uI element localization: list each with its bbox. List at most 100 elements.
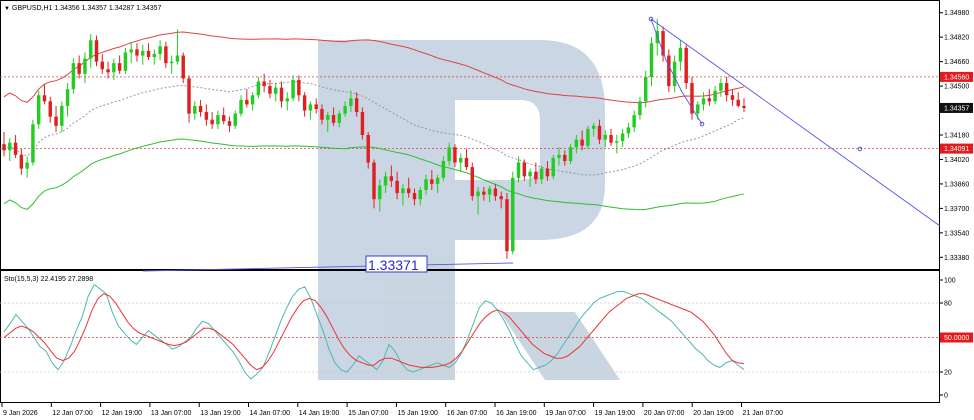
candle-body [256, 81, 261, 96]
candle-body [701, 98, 706, 105]
candle-body [453, 147, 457, 163]
candle-body [470, 167, 475, 197]
price-tag-label: 1.34357 [944, 105, 969, 112]
candle-body [430, 179, 434, 184]
candle-body [13, 142, 18, 155]
candle-body [112, 63, 116, 73]
time-tick-label: 9 Jan 2026 [3, 410, 38, 417]
price-tick-label: 1.34500 [944, 84, 969, 91]
time-tick-label: 16 Jan 07:00 [447, 410, 488, 417]
candle-body [482, 191, 486, 195]
candle-body [187, 78, 191, 114]
candle-body [71, 63, 76, 90]
candle-body [539, 168, 544, 180]
candle-body [528, 171, 532, 177]
candle-body [302, 95, 307, 111]
candle-body [216, 115, 220, 125]
watermark-logo [318, 40, 620, 380]
candle-body [418, 190, 422, 200]
candle-body [395, 180, 399, 194]
candle-body [106, 69, 110, 73]
candle-body [320, 109, 324, 120]
candle-body [672, 61, 677, 87]
candle-body [690, 83, 694, 114]
candle-body [198, 105, 203, 113]
price-tick-label: 1.34020 [944, 157, 969, 164]
candle-body [458, 157, 463, 163]
candle-body [499, 196, 503, 200]
candle-body [297, 79, 301, 96]
price-tick-label: 1.34980 [944, 10, 969, 17]
stoch-tick-label: 100 [944, 278, 956, 285]
upper-envelope-line [3, 31, 745, 104]
candle-body [545, 168, 550, 177]
candle-body [730, 95, 735, 100]
candle-body [378, 185, 382, 200]
time-tick-label: 13 Jan 19:00 [200, 410, 241, 417]
candle-body [447, 147, 451, 161]
candle-body [435, 177, 440, 184]
candle-body [314, 104, 318, 110]
candle-body [164, 46, 168, 64]
low-label: 1.33371 [368, 257, 419, 273]
wave-path [650, 18, 703, 125]
candle-body [597, 125, 602, 140]
candle-body [568, 147, 573, 161]
candle-body [175, 55, 180, 62]
candle-body [129, 49, 133, 53]
candle-body [250, 95, 255, 105]
candle-body [707, 98, 712, 102]
candle-body [42, 95, 47, 102]
candle-body [534, 171, 538, 180]
price-tick-label: 1.33860 [944, 181, 969, 188]
candle-body [591, 125, 596, 129]
candle-body [343, 105, 347, 114]
candle-body [580, 139, 584, 146]
candle-body [227, 121, 232, 126]
candle-body [308, 104, 313, 111]
candle-body [349, 98, 353, 106]
time-tick-label: 12 Jan 07:00 [52, 410, 93, 417]
candle-body [563, 154, 567, 161]
candle-body [239, 99, 243, 114]
candle-body [643, 76, 648, 102]
candle-body [684, 47, 688, 84]
price-tag-label: 1.34091 [944, 146, 969, 153]
time-tick-label: 20 Jan 07:00 [644, 410, 685, 417]
candle-body [696, 104, 700, 114]
candle-body [551, 157, 555, 177]
candle-body [141, 50, 145, 56]
trend-point-0 [648, 16, 654, 22]
candle-body [54, 116, 58, 126]
candle-body [678, 47, 683, 62]
candle-body [169, 61, 174, 64]
candle-body [291, 79, 295, 99]
time-tick-label: 13 Jan 07:00 [151, 410, 192, 417]
candle-body [146, 50, 151, 58]
candle-body [649, 43, 654, 77]
candle-body [372, 162, 376, 200]
candle-body [36, 95, 41, 125]
candle-body [574, 139, 579, 148]
stoch-header: Sto(15,5,3) 22.4195 27.2898 [4, 276, 93, 283]
candle-body [742, 105, 746, 108]
price-tick-label: 1.33700 [944, 206, 969, 213]
time-tick-label: 21 Jan 07:00 [743, 410, 784, 417]
candle-body [522, 162, 527, 177]
candle-body [424, 179, 428, 191]
lower-envelope-line [3, 138, 745, 211]
candle-body [724, 83, 729, 96]
candle-body [609, 135, 613, 143]
price-tag-label: 1.34560 [944, 74, 969, 81]
candle-body [487, 188, 492, 195]
time-tick-label: 16 Jan 19:00 [496, 410, 537, 417]
candle-body [221, 115, 226, 122]
time-tick-label: 15 Jan 19:00 [397, 410, 438, 417]
candle-body [279, 87, 284, 102]
candle-body [117, 63, 122, 71]
candle-body [285, 98, 290, 102]
price-tick-label: 1.34180 [944, 133, 969, 140]
candle-body [603, 135, 607, 140]
candle-body [667, 55, 671, 87]
